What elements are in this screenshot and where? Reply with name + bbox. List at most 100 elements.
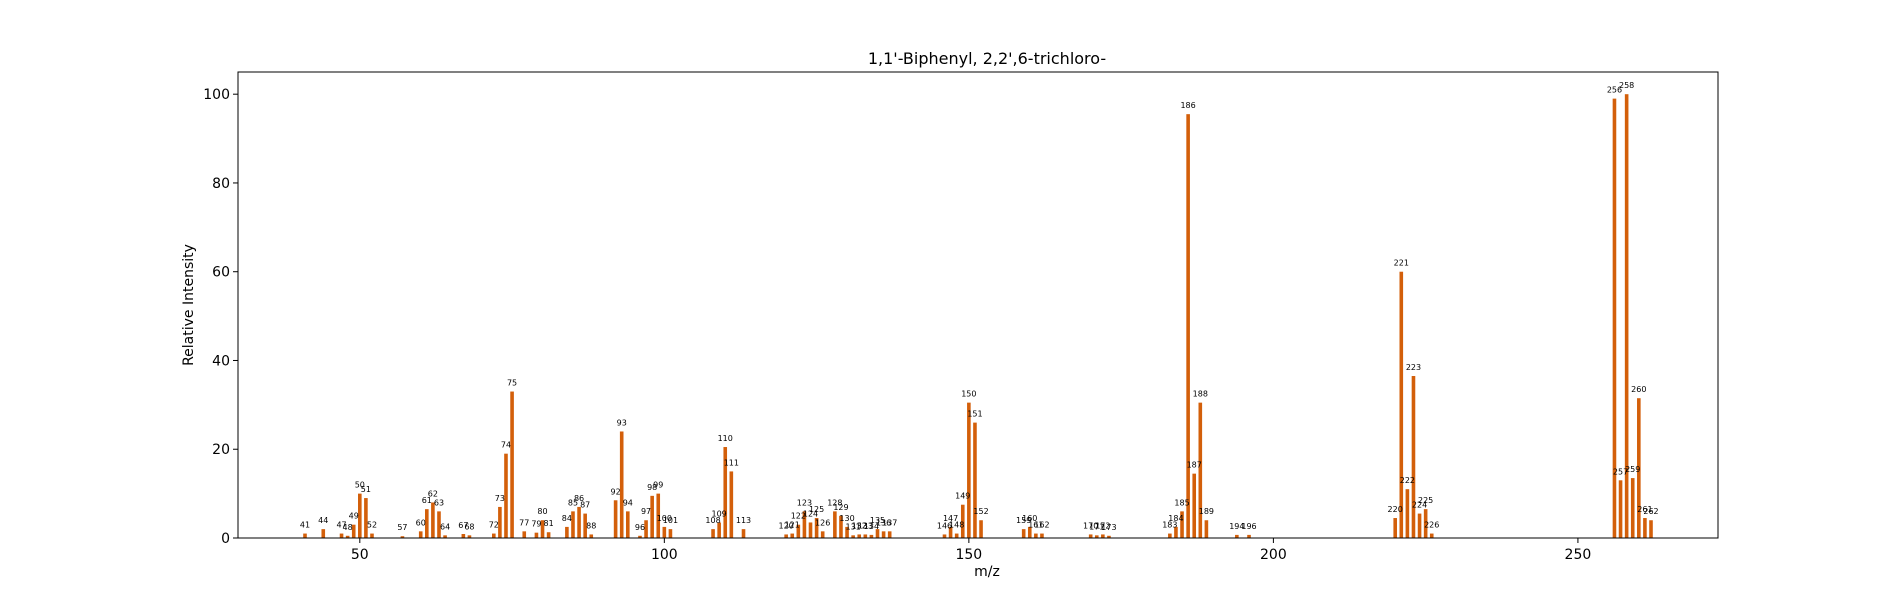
peak-label: 73	[495, 494, 505, 503]
peak-label: 79	[531, 520, 541, 529]
peak-bar	[546, 532, 551, 538]
peak-label: 51	[361, 485, 371, 494]
peak-label: 257	[1613, 467, 1628, 476]
peak-label: 220	[1388, 505, 1403, 514]
peak-bar	[863, 534, 868, 538]
peak-label: 262	[1643, 507, 1658, 516]
peak-bar	[345, 535, 350, 538]
peak-label: 122	[791, 512, 806, 521]
peak-label: 226	[1424, 521, 1439, 530]
peak-bar	[370, 533, 374, 538]
peak-bar	[619, 431, 624, 538]
peak-label: 130	[839, 514, 854, 523]
peak-label: 108	[705, 516, 720, 525]
peak-label: 222	[1400, 476, 1415, 485]
peak-bar	[571, 511, 575, 538]
peak-bar	[662, 526, 667, 538]
peak-bar	[498, 506, 502, 538]
y-tick-label: 0	[221, 531, 230, 547]
y-axis-ticks: 0 20 40 60 80 100	[203, 87, 238, 547]
peak-label: 146	[937, 521, 952, 530]
peak-label: 81	[544, 519, 554, 528]
peak-bar	[565, 526, 569, 538]
peak-label: 123	[797, 498, 812, 507]
peak-bar	[492, 533, 496, 538]
peak-label: 47	[336, 521, 346, 530]
peak-label: 221	[1394, 259, 1409, 268]
peak-bar	[1247, 534, 1251, 538]
peak-label: 101	[663, 516, 678, 525]
peak-label: 77	[519, 518, 529, 527]
peak-bar	[1643, 518, 1647, 538]
peak-bar	[1168, 533, 1172, 538]
x-tick-label: 150	[955, 547, 982, 563]
peak-label: 160	[1022, 514, 1037, 523]
peak-label: 225	[1418, 496, 1433, 505]
peak-label: 68	[464, 522, 474, 531]
peak-bar	[1429, 533, 1434, 538]
peak-bar	[1235, 534, 1239, 538]
peak-bar	[577, 506, 581, 538]
peak-bar	[948, 526, 953, 538]
peak-label: 80	[537, 507, 547, 516]
peak-label: 260	[1631, 385, 1646, 394]
peak-label: 259	[1625, 465, 1640, 474]
peak-bar	[425, 509, 429, 538]
x-axis-label: m/z	[974, 564, 1000, 580]
peak-bar	[820, 531, 825, 538]
peak-label: 44	[318, 516, 328, 525]
peak-bar	[717, 522, 721, 538]
peak-bar	[979, 520, 983, 538]
peak-bar	[644, 520, 648, 538]
peak-bar	[1034, 533, 1038, 538]
peak-label: 150	[961, 390, 976, 399]
peak-label: 194	[1229, 522, 1244, 531]
peak-bar	[321, 529, 326, 538]
peak-label: 151	[967, 410, 982, 419]
peak-bar	[784, 534, 788, 538]
peak-label: 49	[349, 512, 359, 521]
peak-label: 196	[1241, 522, 1256, 531]
peak-bar	[1399, 271, 1404, 538]
peak-label: 67	[458, 521, 468, 530]
peak-label: 124	[803, 509, 818, 518]
peak-bar	[1101, 534, 1105, 538]
peak-bar	[540, 520, 545, 538]
peak-label: 60	[416, 518, 426, 527]
peak-bar	[510, 391, 514, 538]
peak-bar	[461, 534, 466, 538]
peak-bar	[802, 511, 807, 538]
peak-label: 149	[955, 492, 970, 501]
peak-bar	[1618, 480, 1623, 538]
peak-label: 120	[779, 521, 794, 530]
peak-bar	[1180, 511, 1184, 538]
peak-bar	[589, 534, 594, 538]
peak-bar	[1027, 526, 1032, 538]
peak-bar	[1637, 398, 1641, 538]
peak-bar	[1423, 509, 1428, 538]
peak-bar	[1411, 376, 1416, 538]
peak-bar	[954, 533, 959, 538]
peak-label: 148	[949, 521, 964, 530]
peak-label: 86	[574, 494, 584, 503]
peak-bar	[851, 535, 855, 538]
y-tick-label: 100	[203, 87, 230, 103]
peak-label: 184	[1168, 514, 1183, 523]
peak-label: 147	[943, 514, 958, 523]
peak-bar	[522, 531, 527, 538]
peak-bar	[656, 493, 661, 538]
peak-bar	[1612, 98, 1617, 538]
peak-bar	[881, 531, 886, 538]
peak-bar	[1630, 478, 1635, 538]
peak-label: 133	[858, 521, 873, 530]
peak-label: 172	[1095, 521, 1110, 530]
peak-label: 188	[1193, 390, 1208, 399]
peak-bar	[351, 524, 356, 538]
peak-bar	[1405, 489, 1410, 538]
peak-bar	[534, 532, 539, 538]
peak-bar	[1107, 535, 1111, 538]
peak-bar	[711, 529, 715, 538]
peak-label: 258	[1619, 81, 1634, 90]
peak-label: 50	[355, 481, 365, 490]
